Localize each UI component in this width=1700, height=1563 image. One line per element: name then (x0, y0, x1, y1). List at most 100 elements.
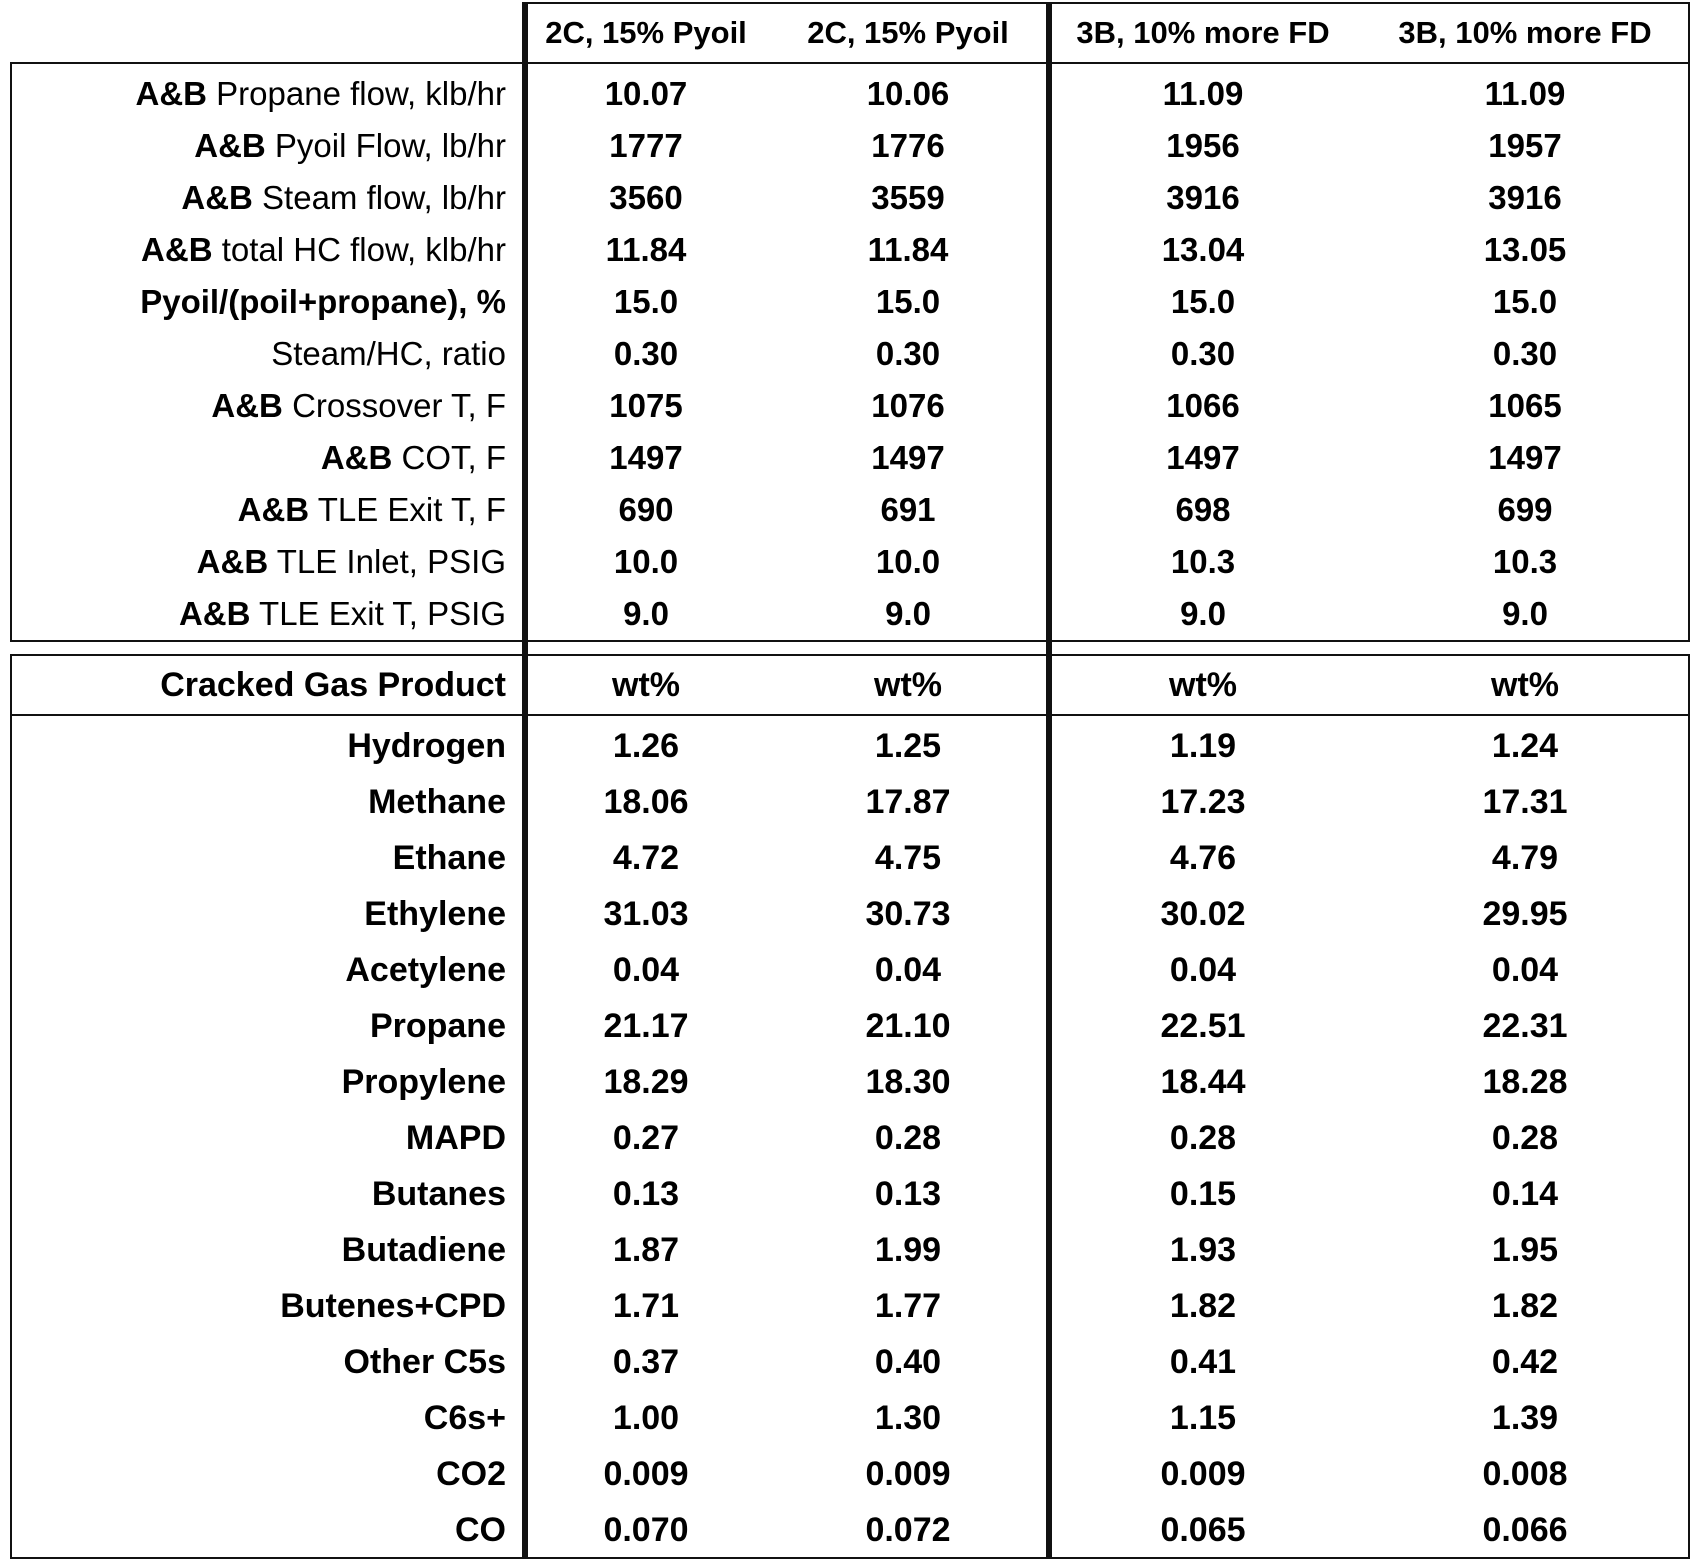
product-label: Butadiene (341, 1230, 506, 1269)
product-label: Other C5s (343, 1342, 507, 1381)
condition-text: total HC flow, klb/hr (221, 231, 506, 268)
condition-value: 15.0 (1492, 283, 1558, 320)
condition-label: A&B Crossover T, F (10, 387, 516, 425)
column-header-3: 3B, 10% more FD (1076, 15, 1330, 50)
condition-value: 15.0 (875, 283, 941, 320)
product-header-row: Cracked Gas Product wt% wt% wt% wt% (10, 656, 1684, 714)
product-value: 18.30 (865, 1062, 951, 1101)
unit-cell: wt% (612, 665, 680, 704)
condition-value: 1066 (1166, 387, 1240, 424)
product-value: 30.02 (1160, 894, 1246, 933)
condition-value: 3559 (871, 179, 945, 216)
condition-value: 10.0 (875, 543, 941, 580)
product-label: C6s+ (423, 1398, 506, 1437)
product-row: Propane 21.17 21.10 22.51 22.31 (10, 998, 1684, 1054)
condition-value: 9.0 (623, 595, 669, 632)
product-value: 1.82 (1491, 1286, 1559, 1325)
condition-value: 13.05 (1483, 231, 1567, 268)
product-row: Butenes+CPD 1.71 1.77 1.82 1.82 (10, 1278, 1684, 1334)
condition-value: 0.30 (875, 335, 941, 372)
results-table: 2C, 15% Pyoil 2C, 15% Pyoil 3B, 10% more… (10, 0, 1690, 1563)
condition-row: A&B TLE Exit T, F 690 691 698 699 (10, 484, 1684, 536)
product-value: 0.009 (865, 1454, 951, 1493)
condition-prefix: A&B (181, 179, 253, 216)
product-value: 22.31 (1482, 1006, 1568, 1045)
product-value: 4.79 (1491, 838, 1559, 877)
condition-label: Steam/HC, ratio (10, 335, 516, 373)
condition-row: A&B Crossover T, F 1075 1076 1066 1065 (10, 380, 1684, 432)
product-row: C6s+ 1.00 1.30 1.15 1.39 (10, 1390, 1684, 1446)
product-value: 0.008 (1482, 1454, 1568, 1493)
product-value: 30.73 (865, 894, 951, 933)
product-row: MAPD 0.27 0.28 0.28 0.28 (10, 1110, 1684, 1166)
condition-prefix: A&B (211, 387, 283, 424)
unit-cell: wt% (1169, 665, 1237, 704)
condition-value: 1497 (871, 439, 945, 476)
condition-row: A&B Propane flow, klb/hr 10.07 10.06 11.09 1… (10, 68, 1684, 120)
condition-value: 10.3 (1492, 543, 1558, 580)
conditions-block (10, 62, 1690, 642)
condition-value: 1065 (1488, 387, 1562, 424)
condition-value: 11.84 (867, 231, 949, 268)
product-value: 1.77 (874, 1286, 942, 1325)
condition-row: A&B TLE Inlet, PSIG 10.0 10.0 10.3 10.3 (10, 536, 1684, 588)
product-label: Acetylene (345, 950, 506, 989)
condition-value: 1076 (871, 387, 945, 424)
condition-prefix: A&B (135, 75, 207, 112)
condition-value: 1957 (1488, 127, 1562, 164)
condition-value: 1497 (1488, 439, 1562, 476)
condition-value: 15.0 (1170, 283, 1236, 320)
column-header-1: 2C, 15% Pyoil (545, 15, 747, 50)
condition-text: TLE Exit T, F (317, 491, 506, 528)
unit-cell: wt% (874, 665, 942, 704)
label-divider (522, 2, 528, 1559)
condition-value: 9.0 (885, 595, 931, 632)
condition-row: A&B TLE Exit T, PSIG 9.0 9.0 9.0 9.0 (10, 588, 1684, 640)
product-value: 17.23 (1160, 782, 1246, 821)
product-row: Butadiene 1.87 1.99 1.93 1.95 (10, 1222, 1684, 1278)
product-value: 0.070 (603, 1510, 689, 1549)
product-value: 0.14 (1491, 1174, 1559, 1213)
condition-value: 1497 (609, 439, 683, 476)
condition-label: A&B Propane flow, klb/hr (10, 75, 516, 113)
product-value: 1.19 (1169, 726, 1237, 765)
product-value: 0.41 (1169, 1342, 1237, 1381)
product-value: 0.27 (612, 1118, 680, 1157)
product-value: 29.95 (1482, 894, 1568, 933)
condition-value: 15.0 (613, 283, 679, 320)
condition-row: A&B COT, F 1497 1497 1497 1497 (10, 432, 1684, 484)
product-value: 0.15 (1169, 1174, 1237, 1213)
product-label: Butanes (371, 1174, 506, 1213)
condition-row: A&B Pyoil Flow, lb/hr 1777 1776 1956 1957 (10, 120, 1684, 172)
condition-value: 10.06 (866, 75, 950, 112)
condition-label: A&B total HC flow, klb/hr (10, 231, 516, 269)
condition-value: 11.09 (1484, 75, 1566, 112)
condition-value: 9.0 (1502, 595, 1548, 632)
condition-label: A&B TLE Inlet, PSIG (10, 543, 516, 581)
product-value: 21.10 (865, 1006, 951, 1045)
condition-value: 10.07 (604, 75, 688, 112)
product-value: 18.28 (1482, 1062, 1568, 1101)
condition-text: Crossover T, F (292, 387, 506, 424)
group-divider (1046, 2, 1052, 1559)
product-value: 0.40 (874, 1342, 942, 1381)
product-value: 0.28 (1169, 1118, 1237, 1157)
product-value: 1.71 (612, 1286, 680, 1325)
product-row: Ethane 4.72 4.75 4.76 4.79 (10, 830, 1684, 886)
condition-text: Steam/HC, ratio (271, 335, 506, 372)
condition-value: 11.09 (1162, 75, 1244, 112)
product-value: 0.42 (1491, 1342, 1559, 1381)
product-row: Acetylene 0.04 0.04 0.04 0.04 (10, 942, 1684, 998)
condition-value: 1497 (1166, 439, 1240, 476)
condition-prefix: A&B (320, 439, 393, 476)
condition-value: 691 (880, 491, 936, 528)
product-value: 17.31 (1482, 782, 1568, 821)
condition-prefix: A&B (141, 231, 213, 268)
condition-value: 13.04 (1161, 231, 1245, 268)
product-value: 18.29 (603, 1062, 689, 1101)
product-row: Methane 18.06 17.87 17.23 17.31 (10, 774, 1684, 830)
condition-value: 1777 (609, 127, 683, 164)
product-value: 0.065 (1160, 1510, 1246, 1549)
product-value: 0.066 (1482, 1510, 1568, 1549)
product-value: 1.30 (874, 1398, 942, 1437)
